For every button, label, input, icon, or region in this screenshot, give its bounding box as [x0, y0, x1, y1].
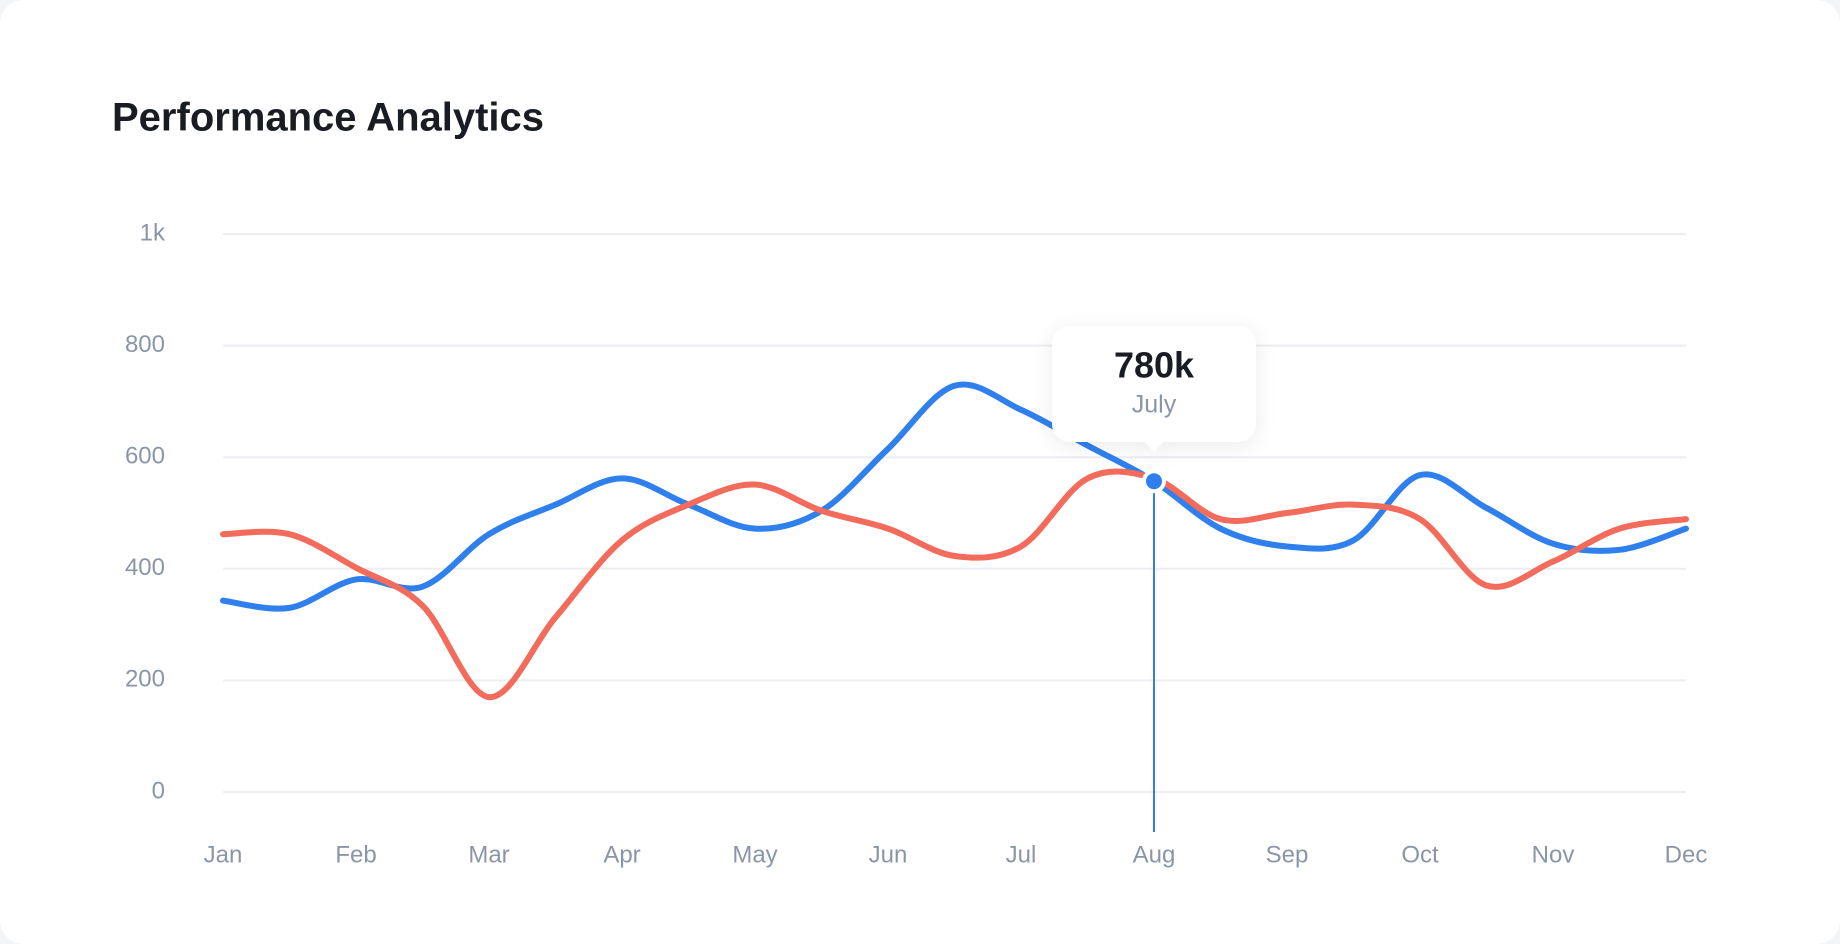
y-tick-label: 200 — [125, 666, 165, 693]
x-tick-label: Jan — [204, 841, 243, 868]
y-tick-label: 1k — [140, 219, 166, 246]
x-tick-label: Oct — [1401, 841, 1439, 868]
x-tick-label: Mar — [468, 841, 509, 868]
tooltip — [1052, 326, 1256, 452]
x-tick-label: Apr — [603, 841, 640, 868]
y-tick-label: 600 — [125, 443, 165, 470]
x-tick-label: Aug — [1133, 841, 1176, 868]
y-tick-label: 800 — [125, 331, 165, 358]
tooltip-arrow — [1144, 441, 1164, 452]
y-tick-label: 0 — [152, 777, 165, 804]
chart-title: Performance Analytics — [112, 96, 544, 140]
x-tick-label: Sep — [1266, 841, 1309, 868]
series-line — [220, 381, 1689, 612]
y-tick-label: 400 — [125, 554, 165, 581]
x-tick-label: Feb — [335, 841, 376, 868]
tooltip-box — [1052, 326, 1256, 442]
highlight-point — [1142, 469, 1166, 494]
series-line — [220, 468, 1689, 701]
x-tick-label: Dec — [1665, 841, 1708, 868]
x-tick-label: Nov — [1532, 841, 1575, 868]
x-tick-label: May — [732, 841, 777, 868]
x-tick-label: Jun — [869, 841, 908, 868]
tooltip-label: July — [1132, 391, 1177, 419]
tooltip-value: 780k — [1114, 345, 1195, 386]
x-tick-label: Jul — [1006, 841, 1037, 868]
